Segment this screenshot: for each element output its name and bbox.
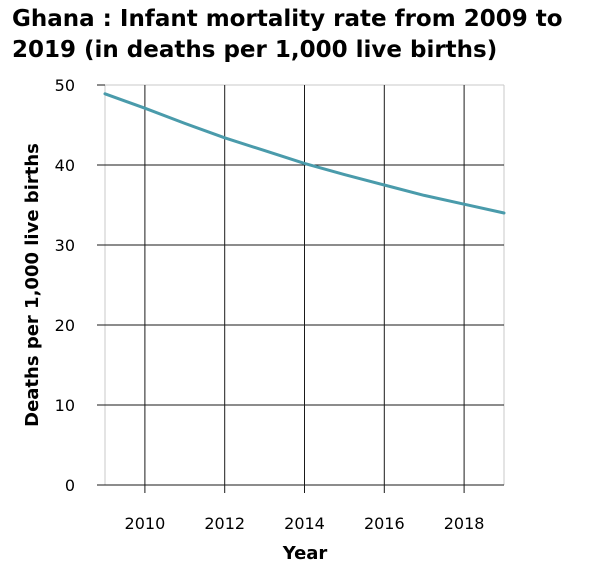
y-axis-ticks: 0 10 20 30 40 50: [55, 76, 75, 495]
series-lines: [103, 92, 506, 215]
y-tick-label: 30: [55, 236, 75, 255]
y-tick-label: 20: [55, 316, 75, 335]
x-tick-label: 2012: [204, 514, 245, 533]
y-tick-label: 40: [55, 156, 75, 175]
y-axis-label: Deaths per 1,000 live births: [22, 143, 43, 427]
y-tick-label: 0: [65, 476, 75, 495]
x-axis-ticks: 2010 2012 2014 2016 2018: [125, 514, 485, 533]
x-tick-label: 2010: [125, 514, 166, 533]
y-tick-label: 50: [55, 76, 75, 95]
x-tick-label: 2014: [284, 514, 325, 533]
x-axis-label: Year: [282, 543, 328, 564]
y-tick-label: 10: [55, 396, 75, 415]
grid-lines: [97, 84, 505, 493]
chart-title: Ghana : Infant mortality rate from 2009 …: [12, 6, 563, 63]
series-line: [103, 92, 506, 215]
x-tick-label: 2016: [364, 514, 405, 533]
x-tick-label: 2018: [444, 514, 485, 533]
